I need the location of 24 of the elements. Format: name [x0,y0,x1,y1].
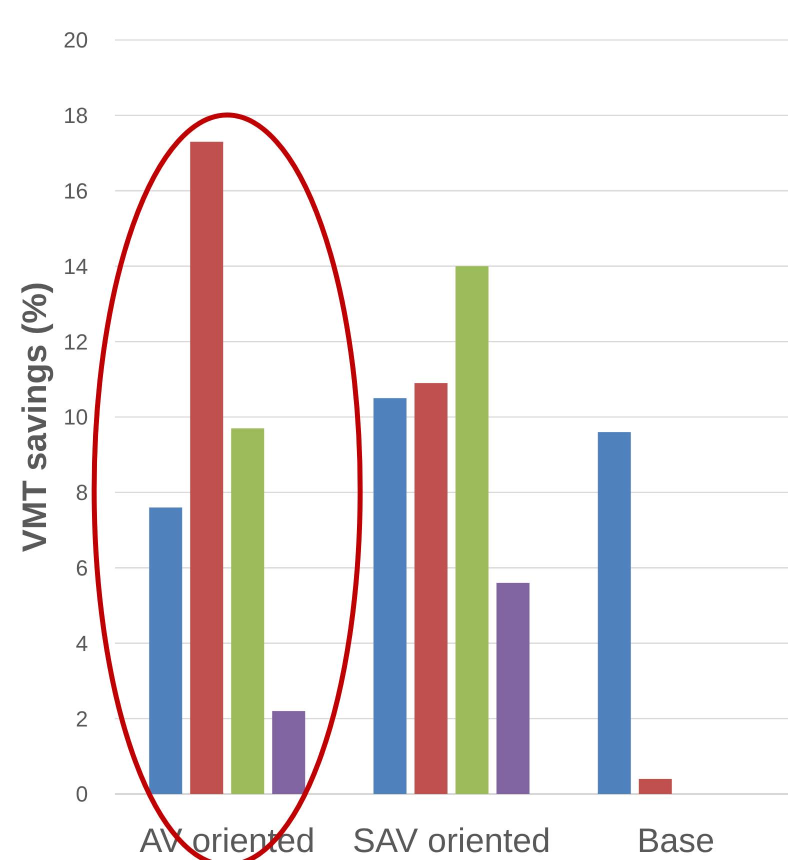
bar [272,711,306,794]
y-tick-label: 16 [64,178,88,204]
y-tick-label: 6 [76,556,88,580]
y-tick-label: 0 [76,782,88,807]
bar [598,432,631,794]
y-tick-label: 4 [76,630,88,656]
x-tick-label: SAV oriented [352,822,550,860]
y-tick-label: 18 [64,103,88,128]
bar [414,383,448,794]
y-tick-label: 8 [76,480,88,506]
y-tick-label: 20 [64,28,88,53]
x-tick-label: Base [637,822,715,860]
bar [231,428,264,794]
y-tick-label: 14 [64,254,88,279]
bar [496,582,530,794]
y-tick-label: 10 [64,404,88,430]
bar [638,778,672,794]
y-tick-label: 2 [76,706,88,732]
y-tick-label: 12 [64,329,88,354]
bar [149,507,182,794]
bar [456,266,488,794]
bar [190,142,224,794]
y-axis-title: VMT savings (%) [16,282,54,552]
bar [374,398,406,794]
